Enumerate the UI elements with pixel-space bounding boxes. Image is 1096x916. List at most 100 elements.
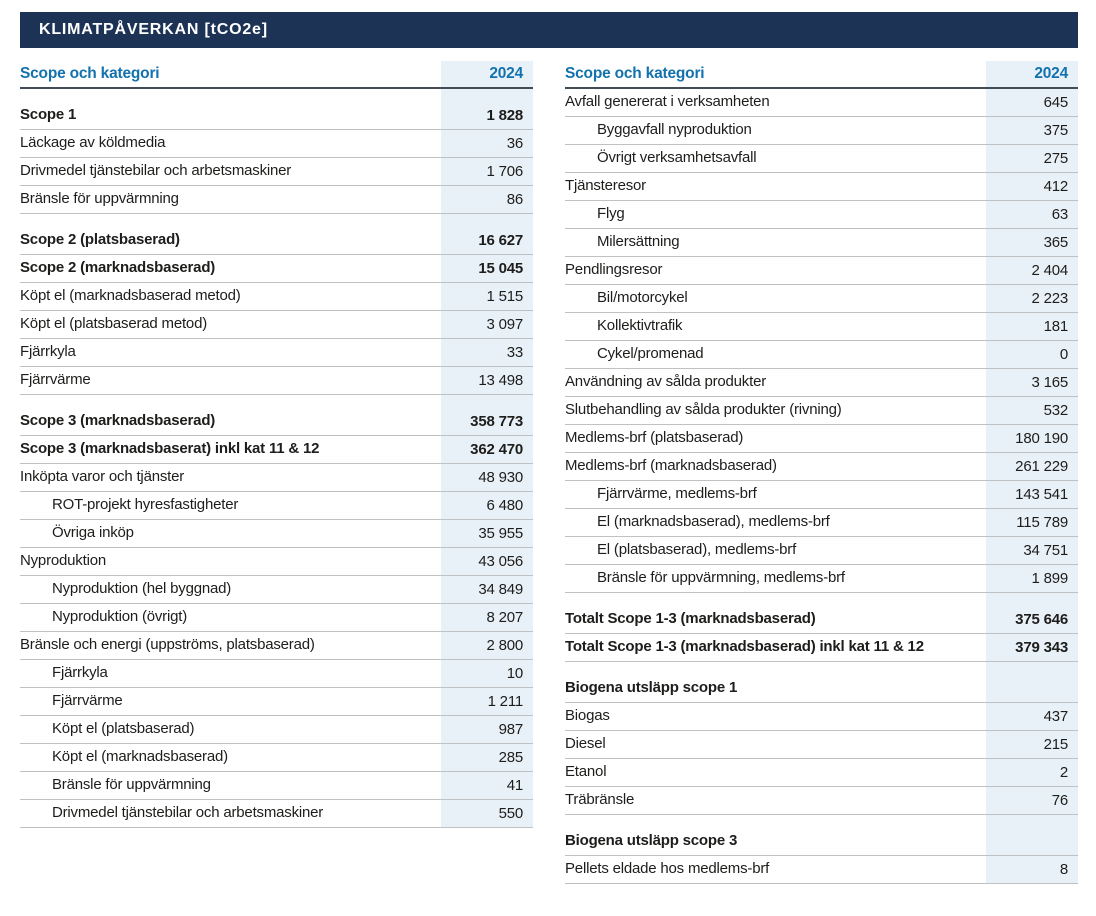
value-cell — [986, 675, 1078, 702]
table-row: Kollektivtrafik 181 — [565, 313, 1078, 341]
category-cell — [565, 662, 986, 675]
table-row: Milersättning 365 — [565, 229, 1078, 257]
value-cell — [986, 828, 1078, 855]
table-row: Diesel 215 — [565, 731, 1078, 759]
value-cell: 41 — [441, 772, 533, 799]
category-cell: Bil/motorcykel — [597, 289, 688, 307]
value-cell: 532 — [986, 397, 1078, 424]
table-row: Bränsle och energi (uppströms, platsbase… — [20, 632, 533, 660]
category-cell: Bränsle för uppvärmning — [52, 776, 211, 794]
category-cell: Cykel/promenad — [597, 345, 704, 363]
category-cell: Övriga inköp — [52, 524, 134, 542]
value-cell: 2 223 — [986, 285, 1078, 312]
value-cell — [441, 214, 533, 227]
value-cell: 275 — [986, 145, 1078, 172]
value-cell: 261 229 — [986, 453, 1078, 480]
value-cell: 35 955 — [441, 520, 533, 547]
value-cell: 375 — [986, 117, 1078, 144]
table-row: El (marknadsbaserad), medlems-brf 115 78… — [565, 509, 1078, 537]
category-cell: Fjärrvärme — [20, 371, 91, 389]
category-cell: Slutbehandling av sålda produkter (rivni… — [565, 401, 842, 419]
table-row: Biogas 437 — [565, 703, 1078, 731]
value-cell: 8 — [986, 856, 1078, 883]
category-cell: Nyproduktion (hel byggnad) — [52, 580, 232, 598]
table-row: Bränsle för uppvärmning 41 — [20, 772, 533, 800]
column-header-category: Scope och kategori — [20, 65, 160, 83]
value-cell: 1 515 — [441, 283, 533, 310]
table-row — [565, 815, 1078, 828]
table-row: Scope 3 (marknadsbaserad) 358 773 — [20, 408, 533, 436]
table-row: Fjärrvärme 1 211 — [20, 688, 533, 716]
value-cell — [441, 89, 533, 102]
table-row: Nyproduktion 43 056 — [20, 548, 533, 576]
category-cell: Scope 2 (platsbaserad) — [20, 231, 180, 249]
value-cell: 143 541 — [986, 481, 1078, 508]
category-cell: Biogena utsläpp scope 3 — [565, 832, 738, 850]
category-cell: Totalt Scope 1-3 (marknadsbaserad) inkl … — [565, 638, 924, 656]
category-cell: Scope 2 (marknadsbaserad) — [20, 259, 216, 277]
table-row: Fjärrkyla 33 — [20, 339, 533, 367]
value-cell: 181 — [986, 313, 1078, 340]
category-cell: Drivmedel tjänstebilar och arbetsmaskine… — [52, 804, 324, 822]
value-cell: 375 646 — [986, 606, 1078, 633]
table-row: Scope 2 (platsbaserad) 16 627 — [20, 227, 533, 255]
table-row: Avfall genererat i verksamheten 645 — [565, 89, 1078, 117]
value-cell: 33 — [441, 339, 533, 366]
category-cell: Köpt el (platsbaserad metod) — [20, 315, 208, 333]
category-cell — [565, 815, 986, 828]
table-row: Medlems-brf (marknadsbaserad) 261 229 — [565, 453, 1078, 481]
table-row: ROT-projekt hyresfastigheter 6 480 — [20, 492, 533, 520]
category-cell: Bränsle för uppvärmning, medlems-brf — [597, 569, 845, 587]
value-cell: 6 480 — [441, 492, 533, 519]
table-row: Pendlingsresor 2 404 — [565, 257, 1078, 285]
value-cell: 379 343 — [986, 634, 1078, 661]
value-cell: 63 — [986, 201, 1078, 228]
category-cell: Pendlingsresor — [565, 261, 663, 279]
table-row: Fjärrvärme 13 498 — [20, 367, 533, 395]
tables-container: Scope och kategori 2024 Scope 1 1 828 Lä… — [20, 61, 1078, 884]
report-page: KLIMATPÅVERKAN [tCO2e] Scope och kategor… — [20, 12, 1078, 884]
table-row: Träbränsle 76 — [565, 787, 1078, 815]
value-cell — [441, 395, 533, 408]
table-row: Fjärrkyla 10 — [20, 660, 533, 688]
category-cell: El (marknadsbaserad), medlems-brf — [597, 513, 830, 531]
category-cell: Fjärrvärme, medlems-brf — [597, 485, 757, 503]
value-cell: 437 — [986, 703, 1078, 730]
category-cell: Tjänsteresor — [565, 177, 646, 195]
value-cell: 115 789 — [986, 509, 1078, 536]
value-cell: 3 097 — [441, 311, 533, 338]
table-row — [565, 593, 1078, 606]
value-cell: 43 056 — [441, 548, 533, 575]
category-cell: Köpt el (marknadsbaserad metod) — [20, 287, 241, 305]
value-cell: 3 165 — [986, 369, 1078, 396]
value-cell: 645 — [986, 89, 1078, 116]
table-row: Slutbehandling av sålda produkter (rivni… — [565, 397, 1078, 425]
table-row: Drivmedel tjänstebilar och arbetsmaskine… — [20, 800, 533, 828]
category-cell: Flyg — [597, 205, 625, 223]
category-cell: Köpt el (platsbaserad) — [52, 720, 195, 738]
table-row: El (platsbaserad), medlems-brf 34 751 — [565, 537, 1078, 565]
value-cell: 987 — [441, 716, 533, 743]
category-cell: Totalt Scope 1-3 (marknadsbaserad) — [565, 610, 816, 628]
category-cell: ROT-projekt hyresfastigheter — [52, 496, 239, 514]
value-cell: 76 — [986, 787, 1078, 814]
category-cell — [20, 89, 441, 102]
value-cell: 2 800 — [441, 632, 533, 659]
category-cell — [565, 593, 986, 606]
category-cell: Milersättning — [597, 233, 680, 251]
table-row — [20, 395, 533, 408]
category-cell: Bränsle för uppvärmning — [20, 190, 179, 208]
table-row: Byggavfall nyproduktion 375 — [565, 117, 1078, 145]
value-cell: 180 190 — [986, 425, 1078, 452]
table-row: Köpt el (marknadsbaserad) 285 — [20, 744, 533, 772]
column-header-year: 2024 — [441, 61, 533, 87]
value-cell: 36 — [441, 130, 533, 157]
category-cell: Övrigt verksamhetsavfall — [597, 149, 757, 167]
table-row: Nyproduktion (övrigt) 8 207 — [20, 604, 533, 632]
table-row: Övriga inköp 35 955 — [20, 520, 533, 548]
category-cell: Nyproduktion — [20, 552, 106, 570]
table-row: Bil/motorcykel 2 223 — [565, 285, 1078, 313]
category-cell: Avfall genererat i verksamheten — [565, 93, 770, 111]
table-row: Medlems-brf (platsbaserad) 180 190 — [565, 425, 1078, 453]
table-row: Läckage av köldmedia 36 — [20, 130, 533, 158]
